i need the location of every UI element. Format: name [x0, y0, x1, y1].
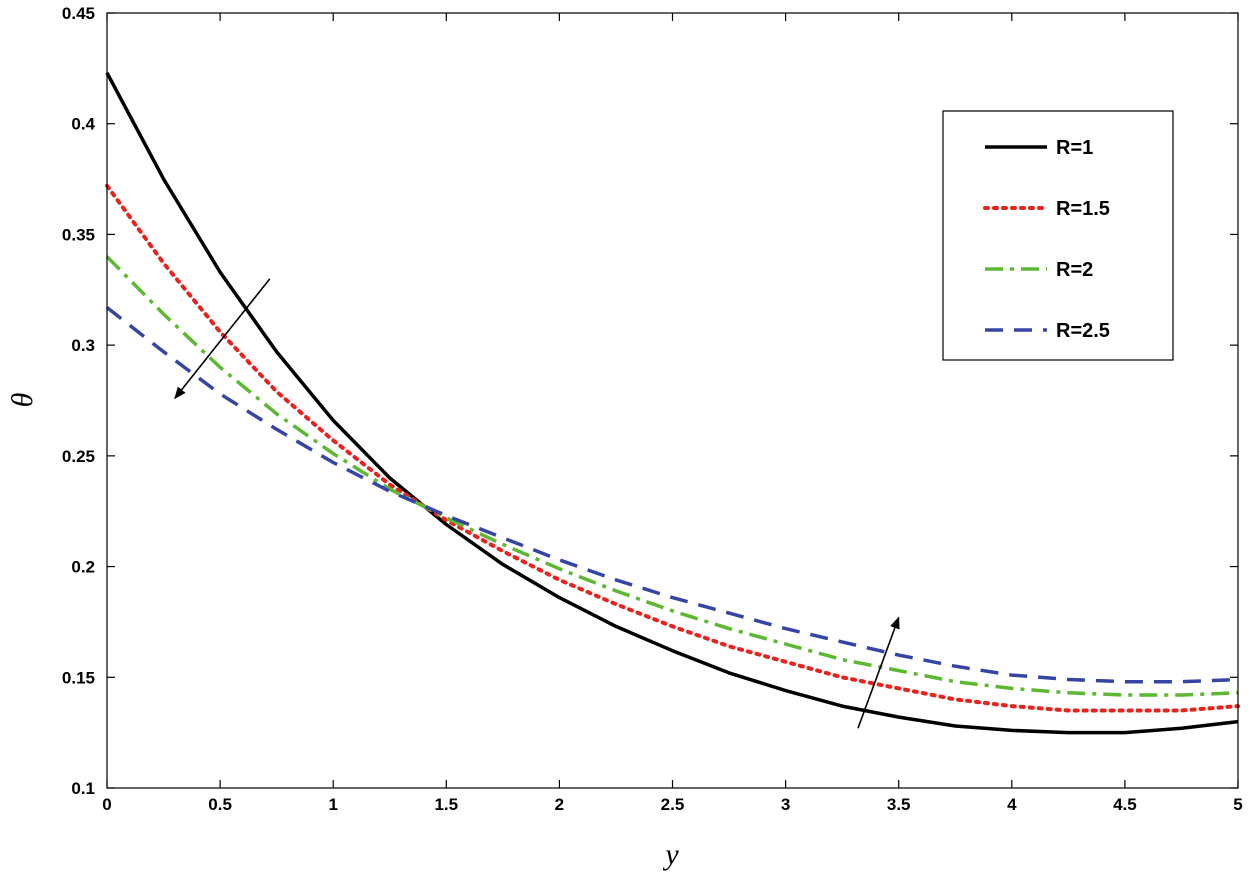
annotation-layer	[174, 278, 900, 729]
x-tick-label: 1	[328, 795, 337, 814]
y-tick-label: 0.3	[71, 336, 95, 355]
legend-label-2: R=1.5	[1056, 198, 1110, 220]
y-tick-label: 0.15	[62, 668, 95, 687]
x-tick-label: 0.5	[208, 795, 232, 814]
series-line-4	[105, 306, 1239, 684]
x-tick-label: 4.5	[1113, 795, 1137, 814]
y-tick-label: 0.45	[62, 4, 95, 23]
series-line-1	[105, 71, 1239, 735]
y-axis: 0.1 0.15 0.2 0.25 0.3 0.35 0.4 0.45	[62, 4, 1238, 798]
x-tick-label: 3.5	[887, 795, 911, 814]
y-tick-label: 0.2	[71, 558, 95, 577]
series-line-2	[105, 183, 1240, 713]
x-tick-label: 3	[781, 795, 790, 814]
x-tick-label: 2	[555, 795, 564, 814]
y-tick-label: 0.1	[71, 779, 95, 798]
trend-arrow-2	[857, 616, 900, 729]
y-tick-label: 0.25	[62, 447, 95, 466]
legend-label-3: R=2	[1056, 259, 1093, 281]
legend-label-1: R=1	[1056, 137, 1093, 159]
legend-box	[942, 110, 1174, 361]
series-line-3	[105, 255, 1239, 697]
legend-label-4: R=2.5	[1056, 320, 1110, 342]
series-layer	[105, 71, 1240, 735]
x-tick-label: 2.5	[661, 795, 685, 814]
x-axis: 0 0.5 1 1.5 2 2.5 3 3.5 4 4.5 5	[102, 13, 1243, 814]
x-axis-label: y	[662, 838, 679, 871]
x-tick-label: 1.5	[434, 795, 458, 814]
x-tick-label: 4	[1007, 795, 1017, 814]
trend-arrow-1	[174, 278, 271, 400]
y-axis-label: θ	[6, 392, 39, 407]
y-tick-label: 0.35	[62, 225, 95, 244]
x-tick-label: 5	[1233, 795, 1242, 814]
x-tick-label: 0	[102, 795, 111, 814]
legend: R=1 R=1.5 R=2 R=2.5	[942, 110, 1174, 361]
y-tick-label: 0.4	[71, 115, 95, 134]
